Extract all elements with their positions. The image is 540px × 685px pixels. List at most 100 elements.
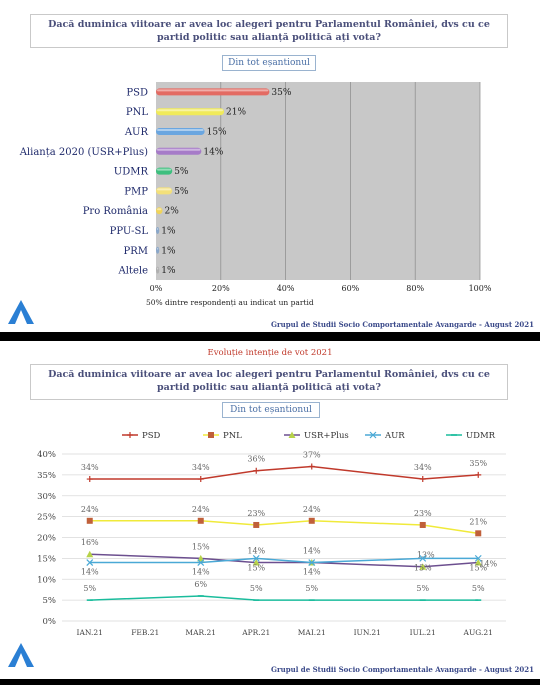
- x-tick-label: IUN.21: [354, 628, 381, 637]
- legend-label: USR+Plus: [304, 431, 349, 441]
- bar-highlight: [157, 228, 159, 230]
- data-label: 34%: [192, 463, 210, 472]
- avangarde-logo: [8, 300, 34, 324]
- series-marker: [419, 521, 426, 528]
- bar-highlight: [157, 109, 224, 112]
- x-tick-label: MAI.21: [298, 628, 326, 637]
- data-label: 16%: [81, 538, 99, 547]
- data-label: 23%: [247, 509, 265, 518]
- data-label: 34%: [81, 463, 99, 472]
- legend-label: PSD: [142, 431, 161, 441]
- legend-marker: [127, 432, 133, 438]
- data-label: 14%: [303, 547, 321, 556]
- series-marker: [197, 554, 205, 562]
- bar: [156, 187, 173, 195]
- data-label: 21%: [226, 108, 246, 118]
- x-tick-label: IUL.21: [410, 628, 436, 637]
- y-tick-label: 40%: [37, 450, 56, 460]
- y-tick-label: 5%: [43, 596, 57, 606]
- bar: [156, 108, 225, 116]
- bar-highlight: [157, 89, 269, 92]
- data-label: 5%: [174, 167, 189, 177]
- data-label: 14%: [203, 147, 223, 157]
- bar: [156, 147, 202, 155]
- series-marker: [308, 559, 316, 566]
- bar-highlight: [157, 247, 159, 250]
- party-label: UDMR: [114, 167, 149, 178]
- bar-chart-panel: Dacă duminica viitoare ar avea loc alege…: [0, 0, 540, 332]
- series-line: [89, 520, 479, 535]
- party-label: Pro România: [83, 206, 148, 217]
- data-label: 34%: [414, 463, 432, 472]
- x-tick-label: 100%: [469, 284, 492, 293]
- series-marker: [197, 559, 205, 566]
- bar-highlight: [157, 188, 172, 191]
- series-marker: [419, 563, 427, 570]
- y-tick-label: 25%: [37, 513, 56, 523]
- legend-label: UDMR: [466, 431, 496, 441]
- series-marker: [86, 517, 93, 524]
- data-label: 14%: [81, 568, 99, 577]
- data-label: 37%: [303, 451, 321, 460]
- data-label: 2%: [164, 207, 179, 217]
- series-line: [89, 595, 479, 601]
- trend-title: Evoluție intenție de vot 2021: [207, 348, 333, 358]
- x-tick-label: APR.21: [241, 628, 270, 637]
- series-line: [89, 557, 479, 564]
- series-marker: [419, 554, 427, 562]
- legend-marker: [288, 431, 296, 438]
- chart-note: 50% dintre respondenți au indicat un par…: [146, 298, 314, 307]
- bar: [156, 266, 160, 274]
- series-line: [89, 553, 479, 568]
- bar: [156, 207, 163, 215]
- series-marker: [308, 517, 315, 524]
- data-label: 15%: [414, 563, 432, 572]
- line-chart: 0% 5% 10% 15% 20% 25% 30% 35% 40% IAN.21 FEB.21 MAR…: [37, 431, 506, 637]
- x-tick-label: 20%: [212, 284, 230, 293]
- series-marker: [253, 467, 260, 474]
- bar-chart: 0% 20% 40% 60% 80% 100% PSD 35% PNL 21% AUR 15% Alia…: [19, 82, 492, 307]
- data-label: 14%: [303, 568, 321, 577]
- series-marker: [252, 554, 260, 562]
- data-label: 1%: [161, 266, 176, 276]
- data-label: 14%: [192, 568, 210, 577]
- series-line: [89, 465, 479, 480]
- data-label: 6%: [194, 580, 207, 589]
- data-label: 24%: [192, 505, 210, 514]
- x-tick-label: 80%: [406, 284, 424, 293]
- data-label: 15%: [469, 563, 487, 572]
- x-tick-label: FEB.21: [131, 628, 159, 637]
- y-tick-label: 0%: [43, 617, 57, 627]
- x-tick-label: 40%: [277, 284, 295, 293]
- y-tick-label: 35%: [37, 471, 56, 481]
- legend-marker: [369, 431, 377, 439]
- series-marker: [308, 463, 315, 470]
- series-marker: [86, 476, 93, 483]
- party-label: PMP: [124, 186, 148, 197]
- y-tick-label: 20%: [37, 534, 56, 544]
- data-label: 13%: [417, 551, 435, 560]
- y-tick-label: 10%: [37, 575, 56, 585]
- party-label: PRM: [124, 246, 149, 257]
- bar: [156, 246, 160, 254]
- x-tick-label: AUG.21: [463, 628, 493, 637]
- data-label: 1%: [161, 227, 176, 237]
- sample-label: Din tot eșantionul: [222, 402, 320, 418]
- bar-highlight: [157, 148, 201, 151]
- data-label: 5%: [174, 187, 189, 197]
- y-tick-label: 15%: [37, 554, 56, 564]
- footer-credit: Grupul de Studii Socio Comportamentale A…: [270, 665, 534, 674]
- data-label: 5%: [305, 584, 318, 593]
- data-label: 21%: [469, 517, 487, 526]
- series-marker: [197, 517, 204, 524]
- legend-label: AUR: [384, 431, 405, 441]
- data-label: 36%: [247, 455, 265, 464]
- legend-label: PNL: [223, 431, 242, 441]
- party-label: Altele: [118, 266, 149, 277]
- party-label: AUR: [124, 127, 149, 138]
- y-tick-label: 30%: [37, 492, 56, 502]
- bar-highlight: [157, 129, 204, 131]
- x-tick-label: IAN.21: [77, 628, 103, 637]
- bar: [156, 167, 173, 175]
- bar-highlight: [157, 208, 162, 211]
